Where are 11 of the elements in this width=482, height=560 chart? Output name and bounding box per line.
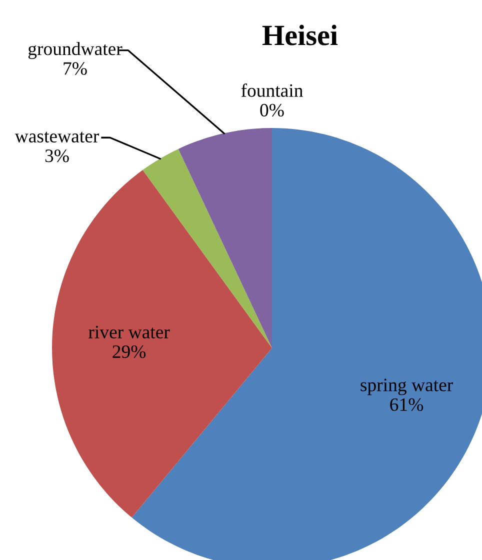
- chart-title: Heisei: [262, 24, 338, 46]
- slice-label: groundwater: [28, 42, 122, 60]
- data-label: 29%: [112, 345, 146, 358]
- category-label: fountain: [241, 84, 303, 97]
- slice-label: river water: [88, 326, 170, 338]
- text: 0%: [260, 104, 284, 117]
- slice-label: spring water: [360, 378, 453, 396]
- slice-label: wastewater: [14, 132, 100, 143]
- data-label: 7%: [64, 62, 87, 75]
- data-label: 3%: [45, 149, 69, 162]
- data-label: 61%: [390, 398, 424, 411]
